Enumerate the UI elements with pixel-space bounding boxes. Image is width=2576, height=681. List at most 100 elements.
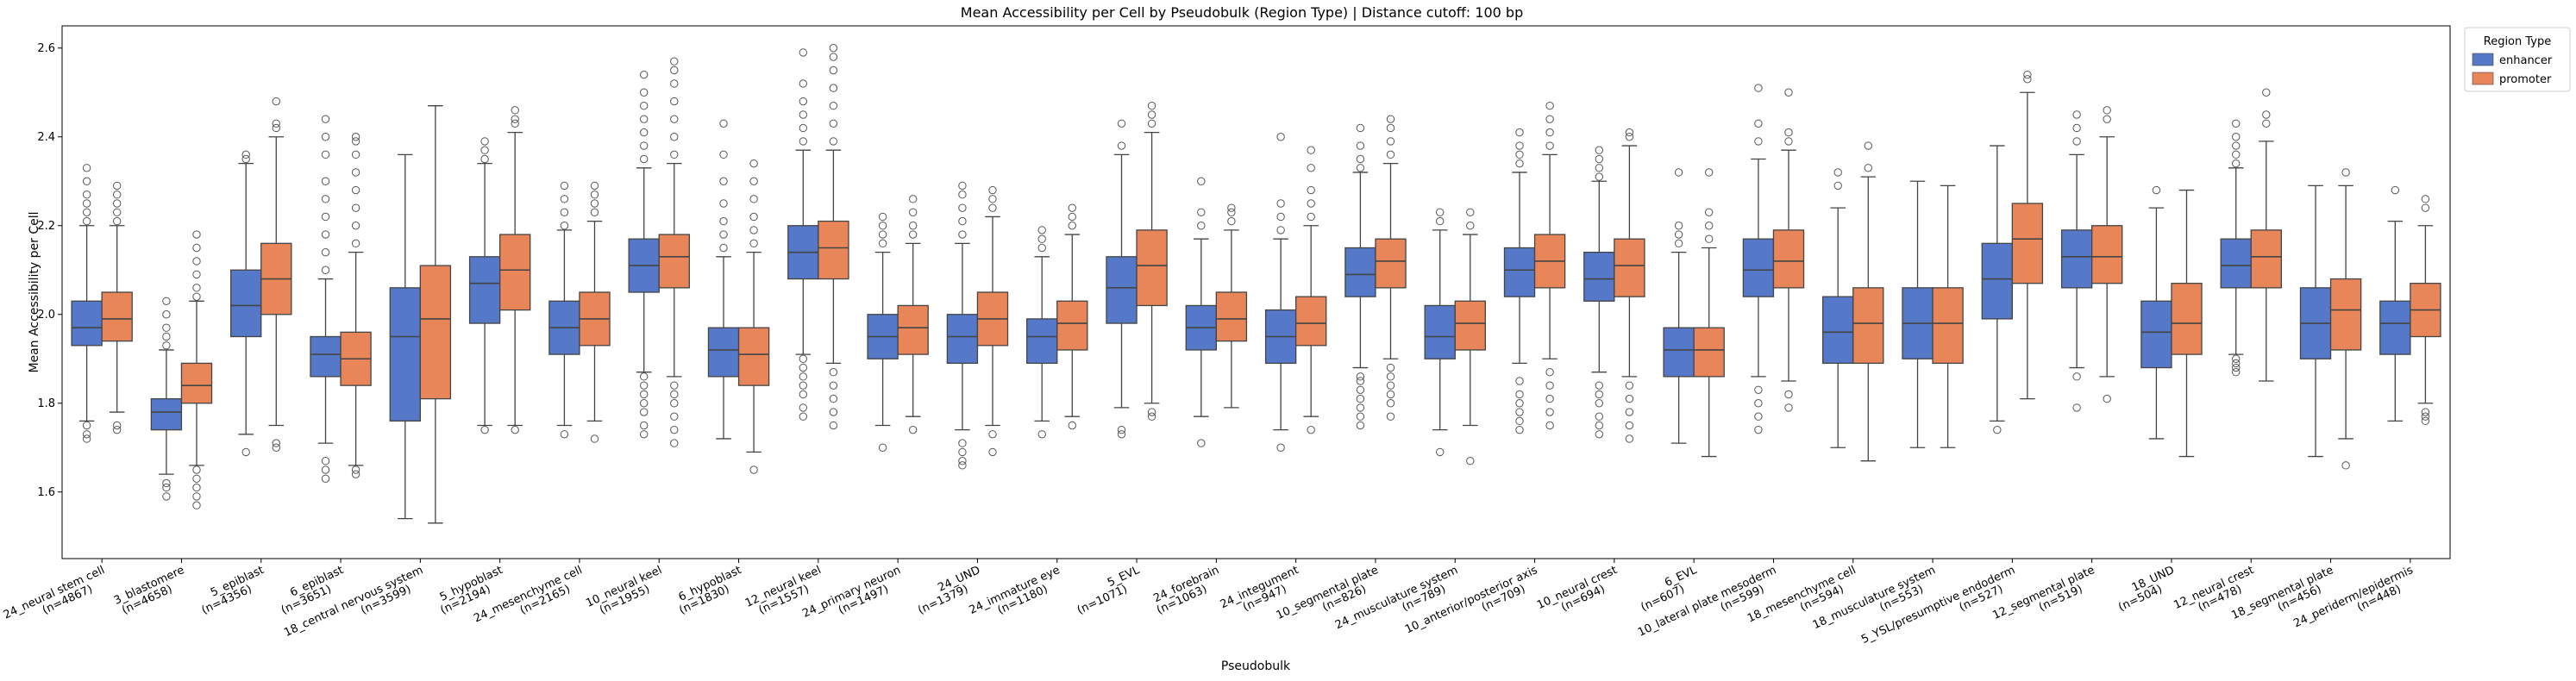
outlier-point — [1625, 133, 1634, 141]
outlier-point — [1754, 119, 1763, 128]
outlier-point — [1386, 115, 1395, 123]
outlier-point — [640, 421, 649, 430]
box-promoter — [1614, 128, 1645, 443]
box-promoter — [1454, 208, 1486, 465]
outlier-point — [2391, 185, 2400, 195]
outlier-point — [2421, 408, 2430, 416]
iqr-box — [1375, 238, 1407, 289]
outlier-point — [670, 439, 679, 447]
box-promoter — [2090, 106, 2123, 403]
y-tick-label: 2.6 — [37, 42, 55, 55]
outlier-point — [162, 492, 171, 501]
outlier-point — [2072, 403, 2081, 412]
outlier-point — [2262, 119, 2271, 128]
iqr-box — [1693, 327, 1725, 378]
outlier-point — [1754, 137, 1763, 146]
iqr-box — [2060, 229, 2093, 289]
outlier-point — [1276, 226, 1285, 234]
outlier-point — [829, 421, 838, 430]
box-promoter — [976, 185, 1009, 457]
outlier-point — [1147, 110, 1156, 119]
box-promoter — [1533, 102, 1566, 430]
outlier-point — [1356, 372, 1365, 381]
outlier-point — [1515, 399, 1524, 408]
outlier-point — [1595, 412, 1604, 421]
outlier-point — [799, 79, 808, 88]
outlier-point — [1466, 208, 1475, 217]
y-axis-label: Mean Accessibility per Cell — [28, 211, 41, 372]
outlier-point — [351, 203, 360, 212]
outlier-point — [2232, 133, 2241, 141]
outlier-point — [670, 390, 679, 399]
outlier-point — [1545, 394, 1554, 403]
outlier-point — [1674, 239, 1683, 248]
outlier-point — [988, 447, 997, 457]
outlier-point — [1386, 123, 1395, 133]
outlier-point — [640, 399, 649, 408]
outlier-point — [670, 150, 679, 159]
outlier-point — [560, 222, 569, 230]
outlier-point — [878, 230, 887, 239]
iqr-box — [1981, 242, 2013, 320]
box-enhancer — [707, 119, 740, 440]
box-enhancer — [150, 297, 183, 501]
outlier-point — [162, 297, 171, 305]
outlier-point — [799, 363, 808, 372]
box-enhancer — [1902, 180, 1934, 448]
outlier-point — [1754, 412, 1763, 421]
box-promoter — [419, 105, 452, 524]
outlier-point — [241, 447, 250, 457]
outlier-point — [1356, 403, 1365, 412]
iqr-box — [1424, 304, 1456, 359]
outlier-point — [2421, 412, 2430, 421]
outlier-point — [1307, 425, 1315, 434]
outlier-point — [1545, 421, 1554, 430]
outlier-point — [590, 434, 599, 443]
outlier-point — [351, 239, 360, 248]
outlier-point — [1754, 425, 1763, 434]
outlier-point — [511, 425, 519, 434]
outlier-point — [1595, 146, 1604, 154]
outlier-point — [958, 447, 967, 457]
iqr-box — [1026, 318, 1058, 365]
outlier-point — [958, 181, 967, 191]
box-enhancer — [1026, 226, 1058, 439]
outlier-point — [829, 53, 838, 61]
outlier-point — [1037, 226, 1046, 234]
outlier-point — [162, 332, 171, 341]
outlier-point — [670, 66, 679, 75]
outlier-point — [878, 443, 887, 452]
box-promoter — [1932, 184, 1964, 448]
outlier-point — [2152, 185, 2161, 195]
iqr-box — [1106, 256, 1138, 324]
outlier-point — [321, 195, 330, 203]
box-promoter — [2011, 70, 2044, 400]
outlier-point — [321, 177, 330, 185]
box-promoter — [2171, 189, 2203, 458]
outlier-point — [192, 284, 201, 292]
iqr-box — [2220, 238, 2252, 289]
outlier-point — [1386, 137, 1395, 146]
outlier-point — [1466, 222, 1475, 230]
y-tick-label: 1.6 — [37, 486, 55, 499]
box-promoter — [897, 195, 929, 434]
iqr-box — [230, 269, 262, 338]
box-enhancer — [2299, 184, 2332, 458]
outlier-point — [988, 203, 997, 212]
outlier-point — [1784, 137, 1793, 146]
outlier-point — [192, 243, 201, 253]
outlier-point — [719, 230, 728, 239]
outlier-point — [2232, 119, 2241, 128]
box-enhancer — [1185, 177, 1218, 447]
outlier-point — [1436, 447, 1445, 457]
outlier-point — [1595, 172, 1604, 181]
outlier-point — [321, 266, 330, 274]
box-enhancer — [1424, 208, 1456, 457]
outlier-point — [351, 150, 360, 159]
iqr-box — [1663, 327, 1695, 378]
outlier-point — [640, 128, 649, 137]
outlier-point — [2103, 394, 2111, 403]
box-enhancer — [787, 48, 819, 421]
outlier-point — [480, 425, 489, 434]
outlier-point — [1993, 425, 2002, 434]
